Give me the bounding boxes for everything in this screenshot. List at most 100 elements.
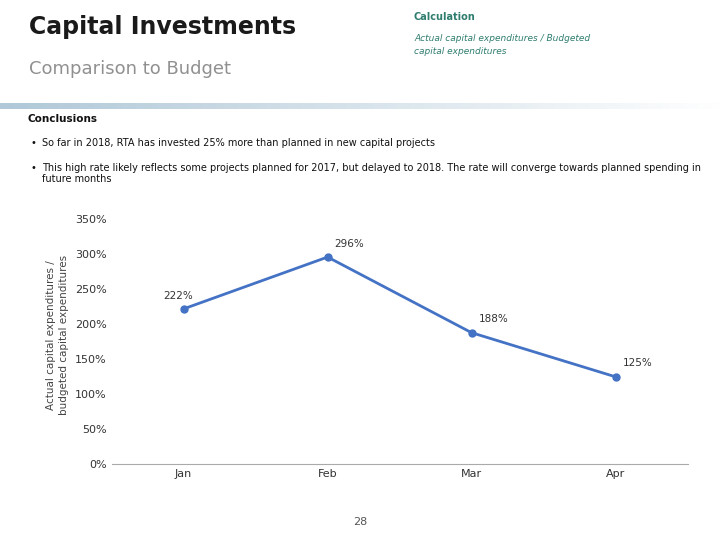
Bar [324, 103, 332, 109]
Bar [554, 103, 562, 109]
Bar [576, 103, 584, 109]
Bar [432, 103, 440, 109]
Bar [346, 103, 354, 109]
Bar [115, 103, 123, 109]
Bar [634, 103, 642, 109]
Bar [367, 103, 375, 109]
Bar [187, 103, 195, 109]
Bar [317, 103, 325, 109]
Bar [533, 103, 541, 109]
Text: 28: 28 [353, 517, 367, 528]
Bar [511, 103, 519, 109]
Text: So far in 2018, RTA has invested 25% more than planned in new capital projects: So far in 2018, RTA has invested 25% mor… [42, 138, 435, 149]
Bar [454, 103, 462, 109]
Bar [583, 103, 591, 109]
Bar [396, 103, 404, 109]
Bar [360, 103, 368, 109]
Bar [418, 103, 426, 109]
Bar [122, 103, 130, 109]
Text: Actual capital expenditures / Budgeted
capital expenditures: Actual capital expenditures / Budgeted c… [414, 34, 590, 56]
Bar [101, 103, 109, 109]
Bar [648, 103, 656, 109]
Bar [223, 103, 231, 109]
Bar [713, 103, 720, 109]
Bar [468, 103, 476, 109]
Bar [526, 103, 534, 109]
Bar [518, 103, 526, 109]
Bar [259, 103, 267, 109]
Bar [58, 103, 66, 109]
Bar [209, 103, 217, 109]
Bar [216, 103, 224, 109]
Bar [29, 103, 37, 109]
Text: Comparison to Budget: Comparison to Budget [29, 60, 231, 78]
Bar [547, 103, 555, 109]
Bar [590, 103, 598, 109]
Bar [461, 103, 469, 109]
Bar [641, 103, 649, 109]
Bar [158, 103, 166, 109]
Bar [295, 103, 303, 109]
Bar [439, 103, 447, 109]
Bar [94, 103, 102, 109]
Bar [425, 103, 433, 109]
Bar [144, 103, 152, 109]
Bar [504, 103, 512, 109]
Bar [662, 103, 670, 109]
Bar [65, 103, 73, 109]
Bar [338, 103, 346, 109]
Bar [72, 103, 80, 109]
Bar [36, 103, 44, 109]
Bar [252, 103, 260, 109]
Bar [0, 103, 8, 109]
Bar [288, 103, 296, 109]
Bar [655, 103, 663, 109]
Bar [202, 103, 210, 109]
Bar [482, 103, 490, 109]
Text: 296%: 296% [335, 239, 364, 249]
Bar [684, 103, 692, 109]
Bar [43, 103, 51, 109]
Bar [410, 103, 418, 109]
Text: This high rate likely reflects some projects planned for 2017, but delayed to 20: This high rate likely reflects some proj… [42, 163, 701, 184]
Bar [50, 103, 58, 109]
Bar [238, 103, 246, 109]
Bar [353, 103, 361, 109]
Bar [230, 103, 238, 109]
Text: 125%: 125% [623, 359, 652, 368]
Bar [180, 103, 188, 109]
Bar [490, 103, 498, 109]
Bar [137, 103, 145, 109]
Bar [389, 103, 397, 109]
Bar [266, 103, 274, 109]
Bar [7, 103, 15, 109]
Text: •: • [30, 138, 36, 149]
Bar [331, 103, 339, 109]
Bar [569, 103, 577, 109]
Bar [302, 103, 310, 109]
Bar [497, 103, 505, 109]
Text: Calculation: Calculation [414, 12, 476, 22]
Bar [194, 103, 202, 109]
Text: 188%: 188% [479, 314, 508, 325]
Bar [562, 103, 570, 109]
Bar [619, 103, 627, 109]
Bar [14, 103, 22, 109]
Bar [86, 103, 94, 109]
Text: Capital Investments: Capital Investments [29, 15, 296, 38]
Bar [108, 103, 116, 109]
Bar [698, 103, 706, 109]
Bar [22, 103, 30, 109]
Bar [374, 103, 382, 109]
Bar [382, 103, 390, 109]
Bar [245, 103, 253, 109]
Bar [79, 103, 87, 109]
Bar [166, 103, 174, 109]
Bar [151, 103, 159, 109]
Bar [403, 103, 411, 109]
Bar [274, 103, 282, 109]
Bar [706, 103, 714, 109]
Bar [677, 103, 685, 109]
Bar [446, 103, 454, 109]
Bar [281, 103, 289, 109]
